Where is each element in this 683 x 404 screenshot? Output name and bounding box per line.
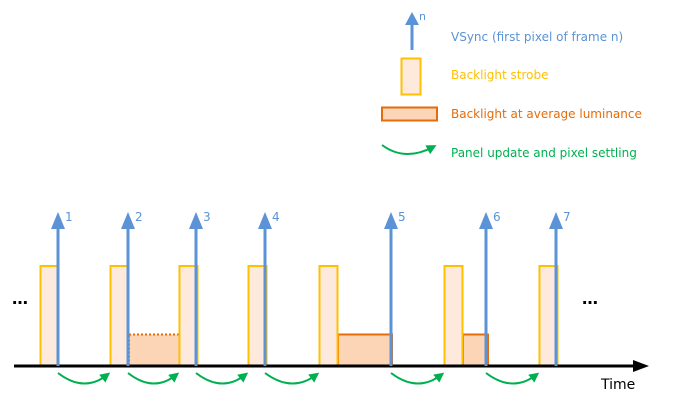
panel-update-arrow-icon	[390, 372, 445, 385]
vsync-arrowhead-icon	[121, 212, 135, 229]
vsync-arrow: 6	[479, 210, 501, 366]
vsync-arrowhead-icon	[549, 212, 563, 229]
vsync-arrowhead-icon	[479, 212, 493, 229]
legend: n VSync (first pixel of frame n) Backlig…	[381, 10, 642, 160]
panel-update-arrow-icon	[57, 372, 111, 385]
panel-update-arrow-icon	[127, 372, 180, 385]
strobe-pulse	[318, 265, 339, 367]
ellipsis-start: …	[12, 289, 28, 308]
strobe-pulse	[39, 265, 60, 367]
legend-vsync-label: VSync (first pixel of frame n)	[451, 30, 623, 44]
frame-number: 1	[65, 210, 73, 224]
strobe-pulse	[109, 265, 130, 367]
timeline: 1 2 3 4 5 6 7 … … Time	[12, 210, 649, 393]
legend-average-label: Backlight at average luminance	[451, 107, 642, 121]
panel-update-arrow-icon	[485, 372, 540, 385]
vsync-arrow: 1	[51, 210, 73, 366]
vsync-arrowhead-icon	[384, 212, 398, 229]
frame-number: 4	[272, 210, 280, 224]
panel-update-arrows	[57, 372, 540, 385]
vsync-arrowhead-icon	[258, 212, 272, 229]
ellipsis-end: …	[582, 289, 598, 308]
frame-number: 6	[493, 210, 501, 224]
vsync-arrows: 1 2 3 4 5 6 7	[51, 210, 571, 366]
legend-panel-update-label: Panel update and pixel settling	[451, 146, 637, 160]
frame-number: 2	[135, 210, 143, 224]
frame-number: 5	[398, 210, 406, 224]
time-axis-arrowhead-icon	[633, 360, 649, 372]
frame-number: 3	[203, 210, 211, 224]
panel-update-arrow-icon	[195, 372, 249, 385]
vsync-arrowhead-icon	[189, 212, 203, 229]
vsync-arrow: 4	[258, 210, 280, 366]
legend-vsync-symbol: n	[419, 10, 426, 23]
vsync-arrow: 7	[549, 210, 571, 366]
vsync-arrowhead-icon	[51, 212, 65, 229]
legend-average-icon	[381, 106, 438, 122]
time-axis-label: Time	[600, 377, 635, 393]
frame-number: 7	[563, 210, 571, 224]
legend-strobe-label: Backlight strobe	[451, 68, 549, 82]
vsync-arrow: 3	[189, 210, 211, 366]
panel-update-arrow-icon	[264, 372, 320, 385]
time-axis	[14, 360, 649, 372]
legend-panel-update-arrow-icon	[381, 144, 437, 155]
legend-vsync-arrow-icon	[405, 12, 419, 50]
average-luminance-block	[462, 333, 489, 367]
vsync-arrow: 2	[121, 210, 143, 366]
average-luminance-block	[337, 333, 393, 367]
legend-strobe-icon	[400, 57, 422, 96]
vsync-arrow: 5	[384, 210, 406, 366]
strobe-pulse	[443, 265, 464, 367]
